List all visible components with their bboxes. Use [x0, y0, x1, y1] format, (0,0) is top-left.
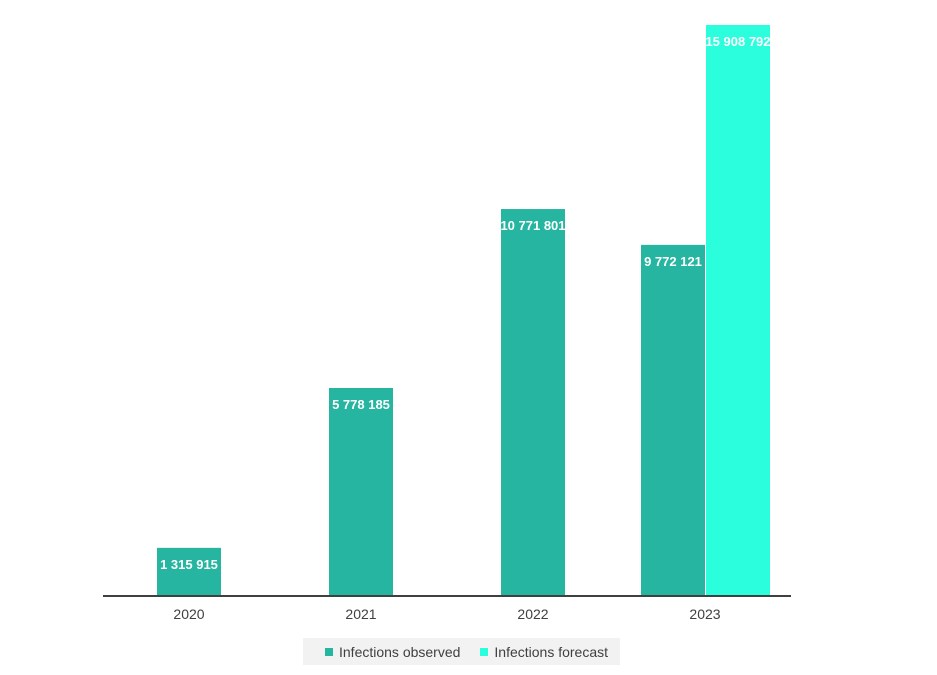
x-tick-label-2021: 2021	[345, 606, 376, 622]
bar-2022-observed	[501, 209, 565, 595]
legend-swatch-forecast	[480, 647, 489, 656]
data-label-2020-observed: 1 315 915	[160, 557, 218, 572]
x-tick-label-2020: 2020	[173, 606, 204, 622]
bar-2021-observed	[329, 387, 393, 595]
data-label-2021-observed: 5 778 185	[332, 397, 390, 412]
legend-label-observed: Infections observed	[339, 643, 461, 660]
bar-2023-forecast	[706, 25, 770, 595]
legend-label-forecast: Infections forecast	[494, 643, 609, 660]
bar-2020-observed	[157, 547, 221, 595]
data-labels: 1 315 915 5 778 185 10 771 801 9 772 121 15 …	[160, 34, 770, 572]
legend-item-forecast: Infections forecast	[480, 644, 608, 660]
x-tick-label-2023: 2023	[689, 606, 720, 622]
x-tick-label-2022: 2022	[517, 606, 548, 622]
bars-group	[157, 25, 770, 595]
legend: Infections observed Infections forecast	[303, 638, 621, 665]
legend-item-observed: Infections observed	[325, 644, 460, 660]
legend-swatch-observed	[325, 647, 333, 656]
data-label-2022-observed: 10 771 801	[500, 218, 565, 233]
data-label-2023-observed: 9 772 121	[644, 254, 702, 269]
x-tick-labels: 2020 2021 2022 2023	[173, 606, 720, 622]
data-label-2023-forecast: 15 908 792	[705, 34, 770, 49]
bar-2023-observed	[641, 244, 705, 595]
